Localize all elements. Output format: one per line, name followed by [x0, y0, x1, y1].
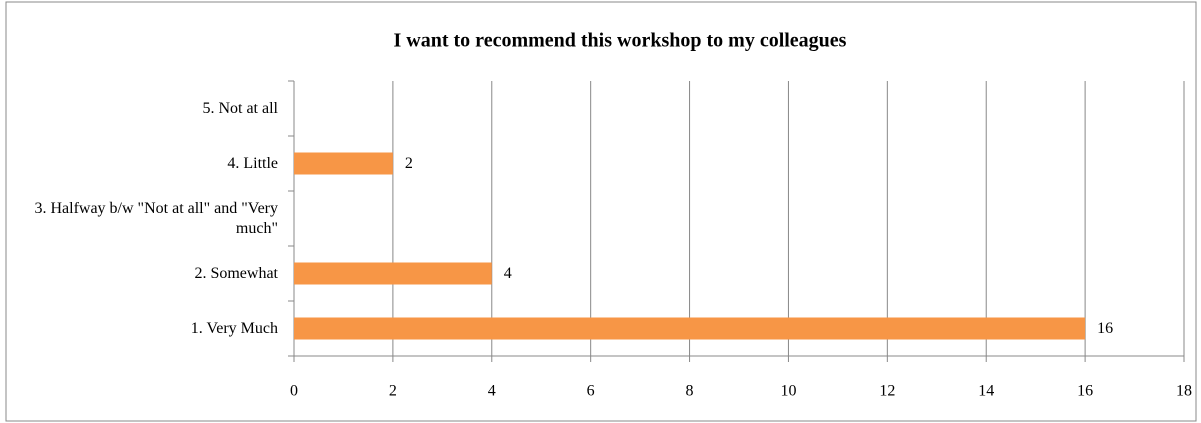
x-tick-label: 4 — [488, 383, 496, 400]
chart-title: I want to recommend this workshop to my … — [394, 30, 847, 52]
x-tick-label: 16 — [1077, 383, 1093, 400]
bar — [294, 152, 393, 175]
data-label: 2 — [405, 155, 413, 172]
x-tick-label: 0 — [290, 383, 298, 400]
y-tick-label: 3. Halfway b/w "Not at all" and "Very mu… — [34, 199, 278, 237]
x-tick-label: 6 — [587, 383, 595, 400]
chart-border — [5, 1, 1197, 422]
bar — [294, 262, 492, 285]
data-label: 16 — [1097, 320, 1113, 337]
y-tick-label: 1. Very Much — [190, 319, 278, 337]
x-tick-label: 14 — [978, 383, 994, 400]
x-tick-label: 18 — [1176, 383, 1192, 400]
bar — [294, 317, 1086, 340]
x-tick-label: 8 — [686, 383, 694, 400]
x-tick-label: 2 — [389, 383, 397, 400]
x-tick-label: 10 — [780, 383, 796, 400]
y-tick-label: 2. Somewhat — [194, 264, 278, 282]
data-label: 4 — [504, 265, 512, 282]
y-tick-label: 5. Not at all — [202, 99, 278, 117]
y-tick-label: 4. Little — [227, 154, 278, 172]
x-tick-label: 12 — [879, 383, 895, 400]
